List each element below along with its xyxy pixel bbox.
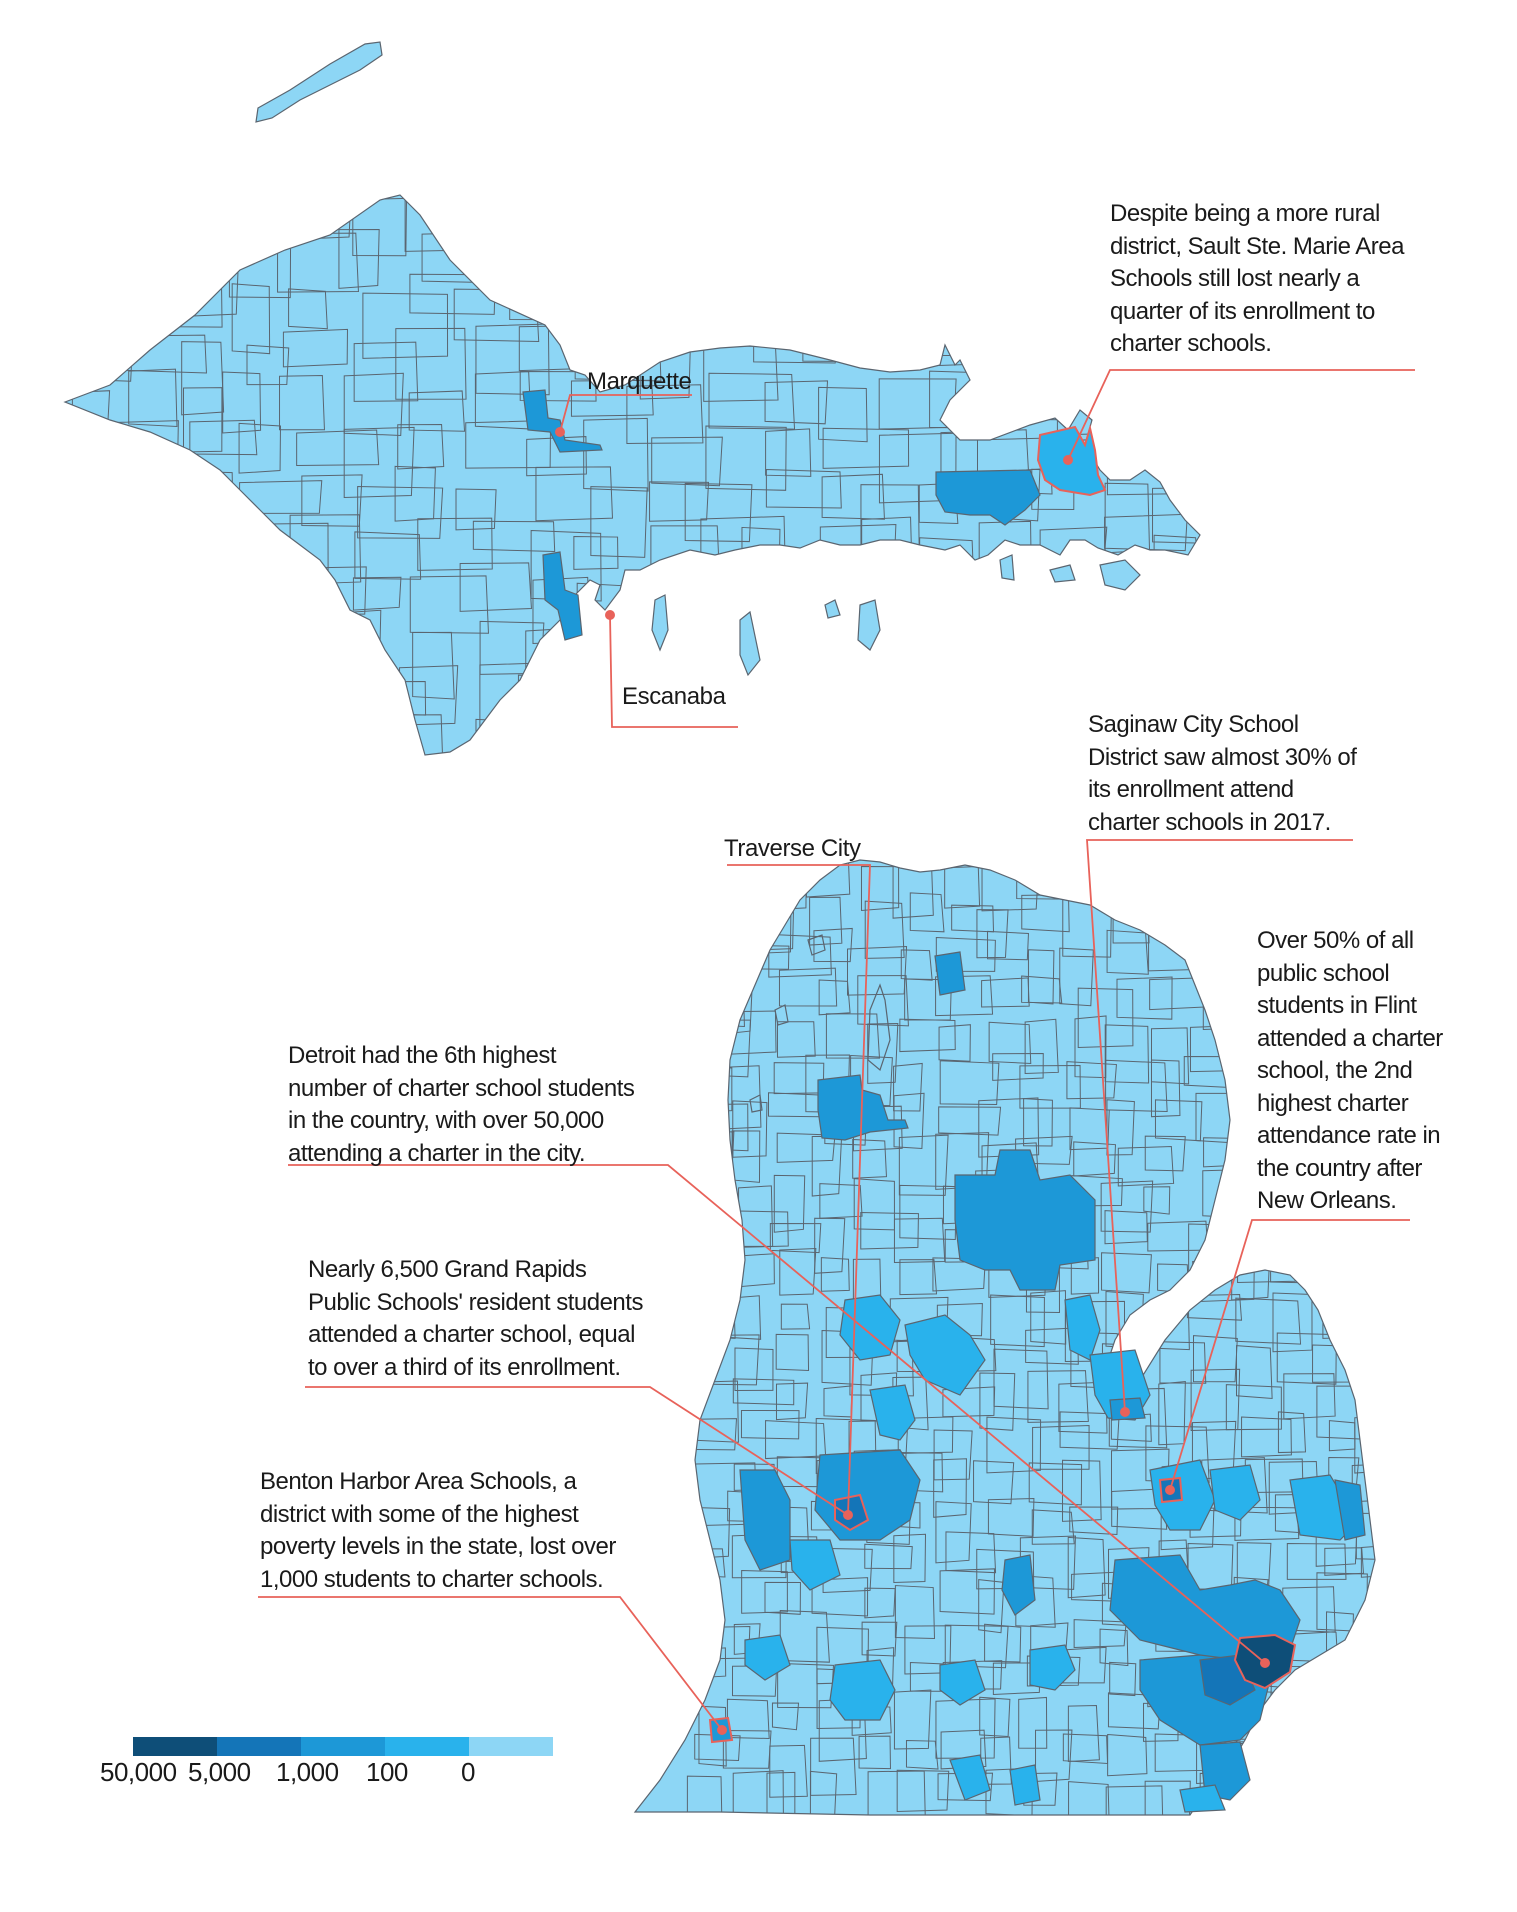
district-escanaba-area: [542, 551, 583, 641]
annotation-benton-harbor: Benton Harbor Area Schools, a district w…: [260, 1468, 616, 1593]
label-escanaba: Escanaba: [622, 683, 726, 710]
annotation-saginaw: Saginaw City School District saw almost …: [1088, 711, 1357, 836]
district-northern-block: [954, 1149, 1096, 1291]
district-kalamazoo: [829, 1659, 896, 1721]
annotation-grand-rapids: Nearly 6,500 Grand Rapids Public Schools…: [308, 1256, 643, 1381]
district-central-2: [904, 1314, 986, 1396]
callout-lines: [258, 369, 1415, 1731]
district-monroe: [1179, 1784, 1226, 1813]
district-sw-2: [949, 1754, 991, 1801]
callout-dots: [555, 427, 1270, 1735]
isle-royale: [255, 41, 383, 123]
legend-value-100: 100: [366, 1757, 408, 1787]
district-sw-1: [744, 1634, 791, 1681]
legend-value-5000: 5,000: [188, 1757, 251, 1787]
district-jackson: [1029, 1644, 1076, 1691]
label-marquette: Marquette: [587, 368, 692, 395]
district-ne-small: [934, 951, 966, 996]
annotation-sault: Despite being a more rural district, Sau…: [1110, 200, 1404, 357]
district-lakeshore: [739, 1469, 791, 1571]
district-eastern-up: [935, 469, 1041, 526]
district-central-3: [1064, 1294, 1101, 1361]
annotation-flint: Over 50% of all public school students i…: [1257, 927, 1443, 1214]
legend-value-0: 0: [461, 1757, 475, 1787]
lower-peninsula: [633, 859, 1376, 1816]
legend-value-1000: 1,000: [276, 1757, 339, 1787]
label-traverse-city: Traverse City: [724, 835, 861, 862]
legend-bar: [133, 1737, 553, 1756]
district-lakeshore-2: [789, 1539, 841, 1591]
district-gr-north: [869, 1384, 916, 1441]
district-thumb: [1209, 1464, 1261, 1521]
district-marquette: [522, 389, 603, 453]
annotation-detroit: Detroit had the 6th highest number of ch…: [288, 1042, 635, 1167]
legend-value-50000: 50,000: [100, 1757, 177, 1787]
district-oakland-block: [1109, 1554, 1301, 1661]
district-battle-creek: [939, 1659, 986, 1706]
district-sw-3: [1009, 1764, 1041, 1806]
district-lansing: [1001, 1554, 1036, 1616]
district-pt-huron-dark: [1334, 1479, 1366, 1541]
